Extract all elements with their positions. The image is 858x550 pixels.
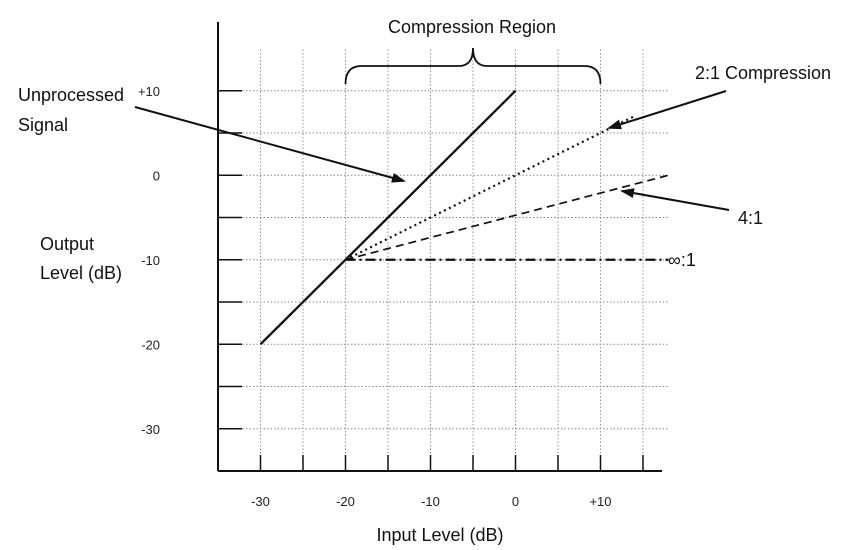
series-line-unprocessed-signal <box>259 89 517 346</box>
compression-region-brace <box>344 47 602 85</box>
y-tick-label: -10 <box>141 253 160 268</box>
x-tick-label: 0 <box>512 494 519 509</box>
y-axis-label-line1: Output <box>40 234 94 254</box>
annotation-arrow-2-1-compression <box>607 90 727 130</box>
annotation-arrow-unprocessed-signal <box>134 106 406 183</box>
y-tick-label: +10 <box>138 84 160 99</box>
annotation-unprocessed-signal-line2: Signal <box>18 115 68 135</box>
x-tick-label: +10 <box>589 494 611 509</box>
series-group <box>259 89 669 346</box>
region-label: Compression Region <box>388 17 556 37</box>
annotations: Unprocessed Signal 2:1 Compression 4:1 ∞:1 <box>18 47 831 270</box>
x-tick-label: -10 <box>421 494 440 509</box>
ticks: -30 -20 -10 0 +10 +10 0 -10 -20 -30 <box>138 84 644 509</box>
annotation-arrow-4-1 <box>620 188 730 211</box>
annotation-4-1: 4:1 <box>738 208 763 228</box>
annotation-infinity-1: ∞:1 <box>668 250 696 270</box>
x-tick-label: -20 <box>336 494 355 509</box>
series-line-4-1 <box>345 174 669 261</box>
x-axis-label: Input Level (dB) <box>376 525 503 545</box>
series-line-2-1-compression <box>345 115 635 261</box>
y-tick-label: -30 <box>141 422 160 437</box>
y-tick-label: 0 <box>153 168 160 183</box>
axes <box>217 22 662 472</box>
y-tick-label: -20 <box>141 337 160 352</box>
y-axis-label-line2: Level (dB) <box>40 263 122 283</box>
annotation-2-1-compression: 2:1 Compression <box>695 63 831 83</box>
annotation-unprocessed-signal-line1: Unprocessed <box>18 85 124 105</box>
x-tick-label: -30 <box>251 494 270 509</box>
